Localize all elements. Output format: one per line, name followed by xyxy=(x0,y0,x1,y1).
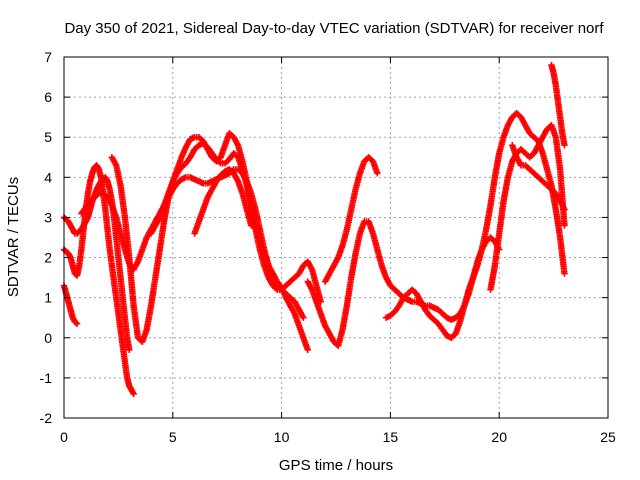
x-tick-label: 0 xyxy=(60,429,68,445)
data-points xyxy=(60,61,568,398)
chart-title: Day 350 of 2021, Sidereal Day-to-day VTE… xyxy=(64,20,604,37)
series-sat-8 xyxy=(304,218,503,349)
series-sat-7 xyxy=(191,166,255,237)
y-tick-label: -2 xyxy=(40,410,53,426)
data-point xyxy=(72,319,80,326)
data-point xyxy=(247,222,255,229)
y-axis-label: SDTVAR / TECUs xyxy=(5,177,22,297)
y-tick-label: 3 xyxy=(44,209,52,225)
plot-frame xyxy=(63,56,609,419)
y-tick-label: 2 xyxy=(44,250,52,266)
x-tick-label: 5 xyxy=(169,429,177,445)
series-sat-12 xyxy=(509,142,568,213)
data-point xyxy=(374,170,381,177)
series-sat-6 xyxy=(147,140,311,354)
data-point xyxy=(561,270,568,277)
x-tick-label: 25 xyxy=(600,429,616,445)
data-point xyxy=(561,222,568,229)
data-point xyxy=(561,206,568,213)
series-sat-10 xyxy=(382,109,568,341)
x-axis-label: GPS time / hours xyxy=(279,457,393,474)
x-tick-label: 15 xyxy=(383,429,399,445)
data-point xyxy=(73,320,81,327)
series-sat-3 xyxy=(60,282,81,327)
series-sat-13 xyxy=(548,61,568,149)
data-point xyxy=(561,142,568,149)
x-tick-label: 20 xyxy=(491,429,507,445)
x-tick-label: 10 xyxy=(274,429,290,445)
series-sat-9 xyxy=(321,154,381,285)
series-sat-2 xyxy=(60,162,137,398)
data-point xyxy=(126,346,133,354)
axis-ticks: 0 5 10 15 20 25 -2 -1 0 1 2 3 4 5 6 7 xyxy=(40,49,616,445)
y-tick-label: 7 xyxy=(44,49,52,65)
series-sat-11 xyxy=(487,121,568,293)
y-tick-label: -1 xyxy=(40,370,53,386)
data-point xyxy=(130,390,137,398)
y-tick-label: 0 xyxy=(44,330,52,346)
data-point xyxy=(304,346,311,354)
y-tick-label: 6 xyxy=(44,89,52,105)
y-tick-label: 4 xyxy=(44,169,52,185)
data-point xyxy=(300,314,307,321)
y-tick-label: 5 xyxy=(44,129,52,145)
y-tick-label: 1 xyxy=(44,290,52,306)
series-sat-5 xyxy=(108,130,324,345)
